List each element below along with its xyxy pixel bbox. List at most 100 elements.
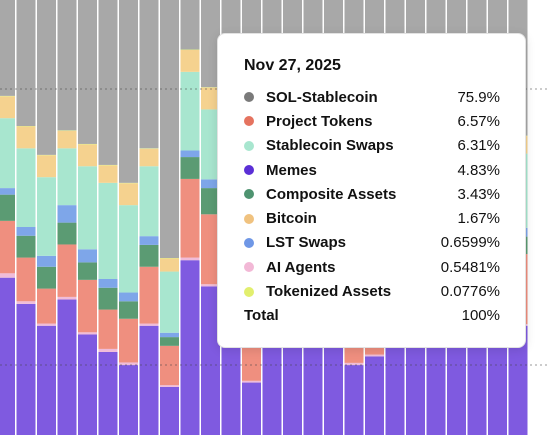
bar-segment[interactable] [98,165,118,183]
bar-segment[interactable] [160,0,179,259]
bar-segment[interactable] [139,266,159,324]
bar-segment[interactable] [160,258,179,272]
bar-segment[interactable] [57,130,77,149]
bar-segment[interactable] [98,287,118,310]
bar-segment[interactable] [324,330,343,435]
bar-segment[interactable] [426,338,446,435]
bar-segment[interactable] [16,303,36,435]
bar-segment[interactable] [201,188,220,215]
bar-segment[interactable] [139,325,159,435]
bar-segment[interactable] [139,166,159,237]
bar-segment[interactable] [201,214,220,285]
bar-segment[interactable] [488,347,507,435]
bar-segment[interactable] [16,301,36,304]
bar-segment[interactable] [57,244,77,297]
bar-segment[interactable] [57,222,77,245]
bar-segment[interactable] [119,292,138,302]
bar-segment[interactable] [37,0,56,155]
bar-segment[interactable] [344,365,364,435]
bar-segment[interactable] [16,226,36,236]
bar-segment[interactable] [78,332,97,335]
bar-segment[interactable] [160,332,179,338]
bar-segment[interactable] [37,155,56,178]
bar-segment[interactable] [16,126,36,149]
bar-segment[interactable] [180,0,200,50]
bar-segment[interactable] [180,150,200,158]
bar-segment[interactable] [0,0,15,96]
bar-segment[interactable] [78,249,97,263]
bar-segment[interactable] [119,301,138,319]
bar-segment[interactable] [37,266,56,289]
bar-segment[interactable] [365,354,384,357]
bar-segment[interactable] [37,255,56,267]
bar-segment[interactable] [160,345,179,386]
bar-segment[interactable] [78,262,97,280]
bar-segment[interactable] [0,96,15,119]
bar-segment[interactable] [119,362,138,366]
bar-segment[interactable] [37,288,56,324]
bar-segment[interactable] [180,257,200,261]
bar-segment[interactable] [160,386,179,435]
bar-segment[interactable] [98,278,118,288]
bar-segment[interactable] [37,323,56,326]
bar-segment[interactable] [78,144,97,167]
bar-segment[interactable] [119,0,138,183]
bar-segment[interactable] [139,236,159,245]
bar-segment[interactable] [37,325,56,435]
bar-segment[interactable] [78,0,97,144]
bar-segment[interactable] [78,279,97,333]
bar-segment[interactable] [180,157,200,179]
bar-segment[interactable] [160,385,179,387]
bar-segment[interactable] [180,50,200,72]
bar-segment[interactable] [16,148,36,227]
bar-segment[interactable] [16,0,36,127]
bar-segment[interactable] [0,273,15,278]
bar-segment[interactable] [57,0,77,131]
bar-segment[interactable] [119,365,138,435]
bar-segment[interactable] [98,351,118,435]
bar-segment[interactable] [139,323,159,326]
bar-segment[interactable] [242,380,261,383]
bar-segment[interactable] [37,177,56,256]
bar-segment[interactable] [139,244,159,267]
bar-segment[interactable] [0,277,15,435]
bar-segment[interactable] [78,166,97,250]
bar-segment[interactable] [119,183,138,206]
bar-segment[interactable] [98,348,118,352]
bar-segment[interactable] [98,182,118,279]
bar-segment[interactable] [16,257,36,302]
bar-segment[interactable] [160,337,179,346]
bar-segment[interactable] [139,0,159,149]
bar-segment[interactable] [180,178,200,258]
bar-segment[interactable] [242,382,261,435]
bar-segment[interactable] [78,334,97,435]
bar-segment[interactable] [119,205,138,293]
bar-segment[interactable] [508,325,528,435]
bar-segment[interactable] [16,235,36,258]
bar-segment[interactable] [201,179,220,189]
bar-segment[interactable] [57,205,77,223]
bar-segment[interactable] [57,296,77,300]
bar-segment[interactable] [57,299,77,435]
bar-segment[interactable] [344,362,364,366]
bar-segment[interactable] [0,118,15,189]
bar-segment[interactable] [0,194,15,221]
legend-dot-icon [244,140,254,151]
bar-segment[interactable] [119,318,138,363]
bar-segment[interactable] [0,188,15,195]
bar-segment[interactable] [201,109,220,180]
bar-segment[interactable] [0,220,15,274]
bar-segment[interactable] [98,309,118,349]
bar-segment[interactable] [98,0,118,165]
bar-segment[interactable] [365,356,384,435]
bar-segment[interactable] [201,87,220,110]
bar-segment[interactable] [180,260,200,435]
bar-segment[interactable] [303,338,323,435]
bar-segment[interactable] [201,0,220,88]
bar-segment[interactable] [57,148,77,206]
bar-segment[interactable] [139,148,159,167]
bar-segment[interactable] [201,284,220,287]
bar-segment[interactable] [160,271,179,333]
bar-segment[interactable] [180,71,200,151]
bar-segment[interactable] [201,286,220,435]
